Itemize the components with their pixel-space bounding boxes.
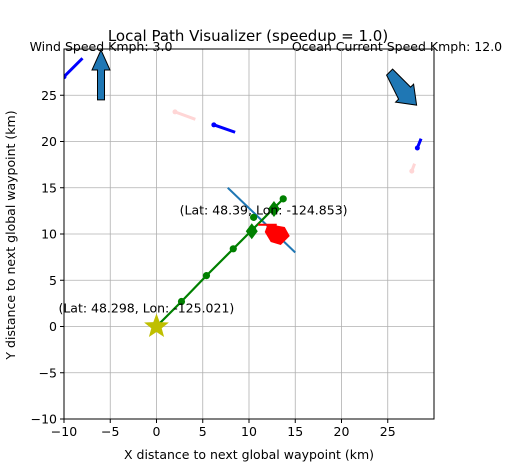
y-tick-label: 20 bbox=[41, 134, 57, 149]
obstacle-point bbox=[414, 145, 420, 151]
x-tick-label: 25 bbox=[380, 424, 396, 439]
plot-clipped-group bbox=[64, 57, 423, 331]
path-line bbox=[155, 198, 285, 328]
x-tick-label: 5 bbox=[199, 424, 207, 439]
path-point bbox=[250, 213, 258, 221]
x-axis-label: X distance to next global waypoint (km) bbox=[124, 447, 374, 462]
y-tick-label: −5 bbox=[39, 365, 57, 380]
obstacle-segment bbox=[213, 123, 236, 134]
start-coordinate-label: (Lat: 48.298, Lon: -125.021) bbox=[58, 301, 234, 316]
x-tick-label: 10 bbox=[241, 424, 257, 439]
x-tick-label: 0 bbox=[153, 424, 161, 439]
y-tick-label: 25 bbox=[41, 88, 57, 103]
chart-title: Local Path Visualizer (speedup = 1.0) bbox=[108, 27, 388, 45]
x-tick-label: 15 bbox=[287, 424, 303, 439]
obstacle-segment bbox=[64, 57, 84, 78]
y-tick-label: 10 bbox=[41, 227, 57, 242]
obstacle-point bbox=[64, 74, 67, 80]
obstacle-point bbox=[211, 122, 217, 128]
x-tick-label: −5 bbox=[101, 424, 119, 439]
boat-marker bbox=[264, 224, 290, 245]
x-tick-label: 20 bbox=[334, 424, 350, 439]
obstacle-point bbox=[172, 109, 178, 115]
waypoint-coordinate-label: (Lat: 48.39, Lon: -124.853) bbox=[180, 203, 348, 218]
waypoint-diamond-marker bbox=[245, 223, 258, 240]
path-point bbox=[279, 195, 287, 203]
plot-area: (Lat: 48.298, Lon: -125.021) (Lat: 48.39,… bbox=[31, 48, 435, 439]
wind-speed-label: Wind Speed Kmph: 3.0 bbox=[30, 39, 173, 54]
x-tick-label: −10 bbox=[51, 424, 77, 439]
start-star-marker bbox=[144, 313, 169, 337]
y-tick-label: 0 bbox=[49, 319, 57, 334]
obstacle-segment bbox=[174, 110, 196, 121]
obstacle-point bbox=[409, 168, 415, 174]
y-tick-label: −10 bbox=[31, 412, 57, 427]
current-direction-arrow bbox=[385, 68, 418, 106]
wind-direction-arrow bbox=[91, 48, 111, 101]
y-axis-label: Y distance to next global waypoint (km) bbox=[3, 110, 18, 360]
path-point bbox=[202, 272, 211, 280]
waypoint-diamond-marker bbox=[267, 201, 280, 218]
y-tick-label: 15 bbox=[41, 180, 57, 195]
path-point bbox=[177, 297, 186, 306]
path-point bbox=[229, 245, 237, 253]
y-tick-label: 5 bbox=[49, 273, 57, 288]
current-speed-label: Ocean Current Speed Kmph: 12.0 bbox=[292, 39, 502, 54]
